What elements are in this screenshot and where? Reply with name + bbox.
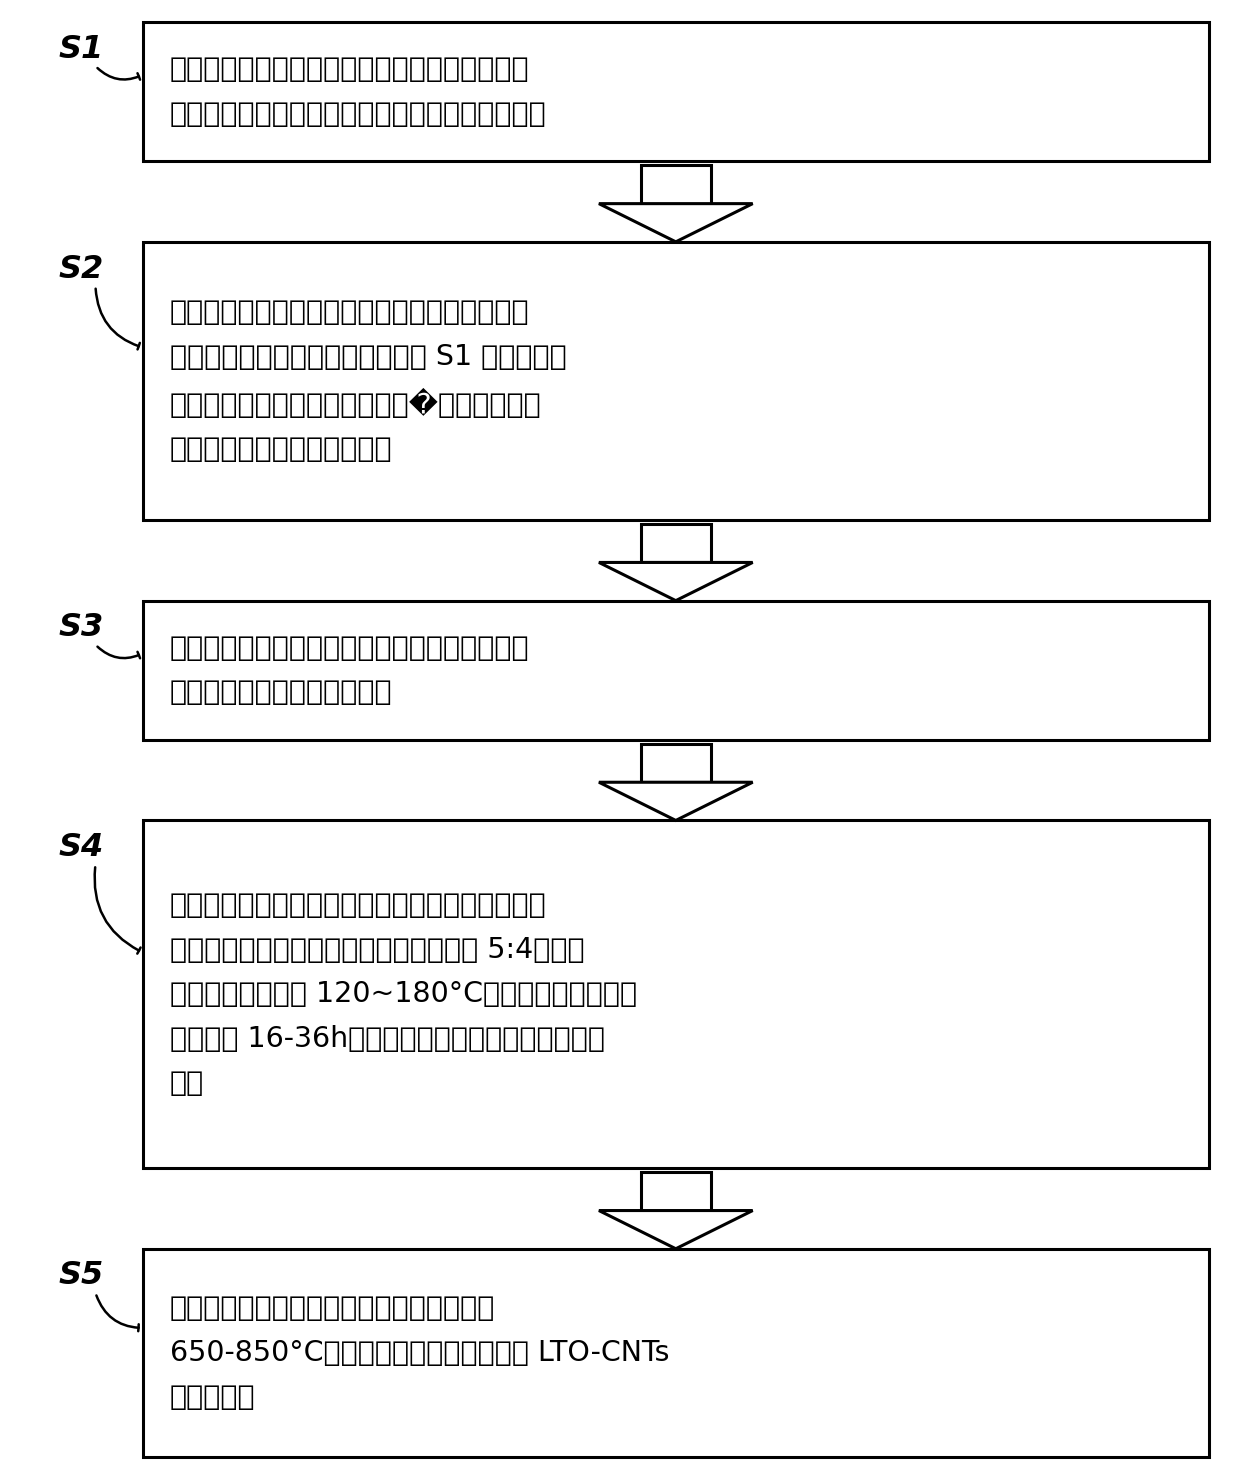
Bar: [143, 601, 1209, 740]
Text: 取一定量的碳纳米管加入到氧化性酸溶液中，加
热处理，冷凝回流，干燥得到酸处理的碳纳米管；: 取一定量的碳纳米管加入到氧化性酸溶液中，加 热处理，冷凝回流，干燥得到酸处理的碳…: [170, 56, 547, 128]
Bar: [143, 821, 1209, 1168]
Text: 在搅拌下，将所述第二溶液加到所述第一溶液中，
使混合液中有机钛源与锂源的物质量比为 5:4，然后
在密封环境加热至 120~180°C温度条件下进行溶剂
热法反: 在搅拌下，将所述第二溶液加到所述第一溶液中， 使混合液中有机钛源与锂源的物质量比…: [170, 892, 637, 1097]
Polygon shape: [599, 204, 753, 242]
Text: S2: S2: [58, 254, 103, 285]
Bar: [641, 1172, 711, 1210]
Bar: [143, 242, 1209, 520]
Bar: [641, 745, 711, 783]
Text: 将一定物质量的锂源加入无水液态醇中配制成含
锂的醇溶液，得到第二溶液；: 将一定物质量的锂源加入无水液态醇中配制成含 锂的醇溶液，得到第二溶液；: [170, 635, 529, 707]
Bar: [143, 1249, 1209, 1457]
Text: S1: S1: [58, 34, 103, 65]
Bar: [641, 524, 711, 563]
Text: S5: S5: [58, 1260, 103, 1291]
Text: S3: S3: [58, 613, 103, 643]
Bar: [143, 22, 1209, 162]
Text: 将所述前驱体粉末置于惰性气体气氛保护下
650-850°C高温热处理，得到目标产物 LTO-CNTs
复合材料。: 将所述前驱体粉末置于惰性气体气氛保护下 650-850°C高温热处理，得到目标产…: [170, 1294, 670, 1412]
Text: 将一定物质量的有机钛源加入无水液态醇中配制
成含有机钛的醇溶液，将一定质量 S1 处理的碳纳
米管材料加入到前述有机钛的醇�液中，并进行
均质化操作，得到第一溶: 将一定物质量的有机钛源加入无水液态醇中配制 成含有机钛的醇溶液，将一定质量 S1…: [170, 298, 567, 463]
Polygon shape: [599, 563, 753, 601]
Text: S4: S4: [58, 833, 103, 864]
Polygon shape: [599, 783, 753, 821]
Bar: [641, 166, 711, 204]
Polygon shape: [599, 1210, 753, 1249]
